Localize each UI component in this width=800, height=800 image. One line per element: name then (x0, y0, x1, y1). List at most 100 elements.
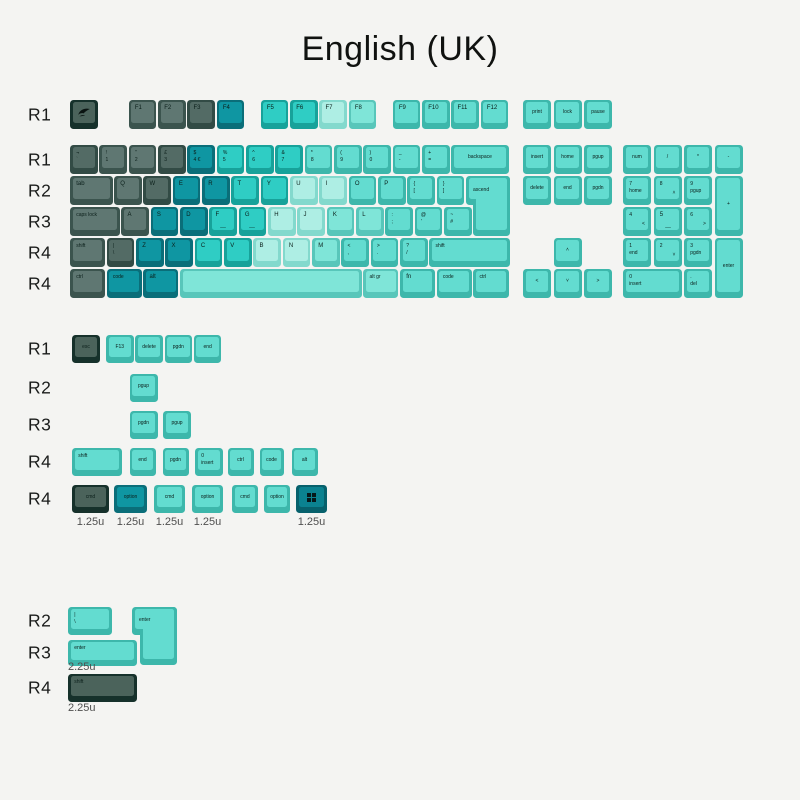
key-legend: W (149, 181, 156, 187)
key-legend: F8 (354, 105, 362, 111)
keycap: F4 (216, 100, 245, 129)
keycap: enter (714, 238, 743, 298)
keycap: ¬ ` (70, 145, 98, 174)
row-label: R1 (28, 104, 52, 124)
keycap-top: code (262, 450, 281, 471)
keycap-top: code (439, 271, 470, 293)
keycap-top: + = (424, 147, 447, 169)
row-label: R4 (28, 488, 52, 509)
keycap: & 7 (275, 145, 303, 174)
key-legend: G (244, 212, 250, 218)
key-sub-legend: - (398, 157, 401, 164)
keycap: W (143, 176, 171, 205)
keycap: cmd (154, 485, 185, 513)
key-legend: | (112, 243, 115, 249)
key-sub-legend: # (450, 219, 453, 226)
key-sub-legend: = (428, 157, 432, 164)
key-legend: enter (139, 617, 151, 623)
page-title: English (UK) (301, 30, 499, 68)
key-legend: enter (722, 262, 735, 269)
key-legend: X (171, 243, 176, 249)
keycap: C (194, 238, 223, 267)
keycap-top: pgup (586, 147, 610, 169)
key-legend: 2 (659, 243, 663, 249)
key-legend: : (391, 212, 393, 218)
key-legend: delete (530, 185, 544, 191)
row-label: R3 (28, 642, 52, 663)
key-legend: pgup (592, 154, 604, 160)
key-legend: F10 (428, 105, 439, 111)
keycap: code (259, 448, 284, 476)
keycap-top: end (196, 337, 219, 358)
keycap: 7 home (623, 176, 651, 205)
key-legend: cmd (240, 493, 250, 500)
keycap-top: cmd (74, 487, 107, 508)
keycap: . del (684, 269, 712, 298)
keycap: * 8 (304, 145, 333, 174)
keycap (180, 269, 362, 298)
keycap-top: pgdn (132, 413, 155, 434)
keycap-top: lock (556, 102, 579, 124)
keycap-top: esc (74, 337, 98, 358)
keycap: G (238, 207, 267, 236)
keycap-top: {[ (409, 178, 433, 200)
key-sub-legend: insert (629, 281, 642, 288)
row-label: R4 (28, 273, 52, 293)
keycap: $4 € (187, 145, 215, 174)
key-legend: shift (76, 243, 86, 249)
row-label: R3 (28, 211, 52, 231)
key-legend: 7 (629, 181, 632, 187)
keycap-top: option (116, 487, 145, 508)
key-legend: Y (266, 181, 271, 187)
key-sub-legend: pgdn (690, 250, 702, 257)
keycap-top: I (321, 178, 345, 200)
keycap-top: Z (138, 240, 161, 262)
keycap-top: B (255, 240, 279, 262)
keycap-top: * 8 (307, 147, 330, 169)
keycap-top: >. (373, 240, 396, 262)
keycap: 2 ˅ (653, 238, 682, 267)
keycap: Q (114, 176, 142, 205)
keycap: delete (135, 335, 163, 363)
keycap: O (348, 176, 377, 205)
keycap-top: | \ (109, 240, 132, 262)
keycap: (9 (334, 145, 362, 174)
keycap-top: ^ 6 (248, 147, 271, 169)
keycap: A (121, 207, 149, 236)
key-legend: R (208, 181, 213, 187)
keycap: fn (400, 269, 435, 298)
keycap: esc (72, 335, 100, 363)
keycap-top: alt gr (365, 271, 396, 293)
keycap-top: X (167, 240, 191, 262)
key-legend: ascend (473, 186, 490, 193)
keycap: 0 insert (195, 448, 223, 476)
homing-bar (249, 226, 256, 229)
key-legend: + (428, 150, 432, 156)
key-legend: F7 (325, 105, 333, 111)
keycap-top (72, 102, 95, 124)
keycap-top: <, (343, 240, 367, 262)
key-legend: 0 (201, 453, 204, 459)
keycap: shift (72, 448, 122, 476)
key-legend: F11 (457, 105, 468, 111)
keycap-top: F12 (483, 102, 506, 124)
key-legend: 9 (690, 181, 693, 187)
key-sub-legend: 0 (369, 157, 373, 164)
key-legend: caps lock (76, 212, 98, 218)
key-sub-legend: 2 (134, 157, 138, 164)
keycap-top: % 5 (219, 147, 242, 169)
keycap-top: M (314, 240, 337, 262)
unit-size-label: 1.25u (155, 516, 184, 528)
keycap: X (165, 238, 193, 267)
keycap-top: S (153, 209, 176, 231)
keycap-top: pgup (132, 376, 155, 397)
keycap: shift (429, 238, 510, 267)
keycap-top: cmd (234, 487, 256, 508)
key-sub-legend: 9 (340, 157, 343, 164)
key-sub-legend: ] (442, 188, 445, 195)
key-legend: ˃ (596, 278, 600, 284)
keycap-top: ctrl (72, 271, 103, 293)
keycap-iso-enter: ascend (466, 176, 510, 236)
key-sub-legend: ˂ (641, 221, 645, 228)
key-legend: ¬ (76, 150, 80, 156)
